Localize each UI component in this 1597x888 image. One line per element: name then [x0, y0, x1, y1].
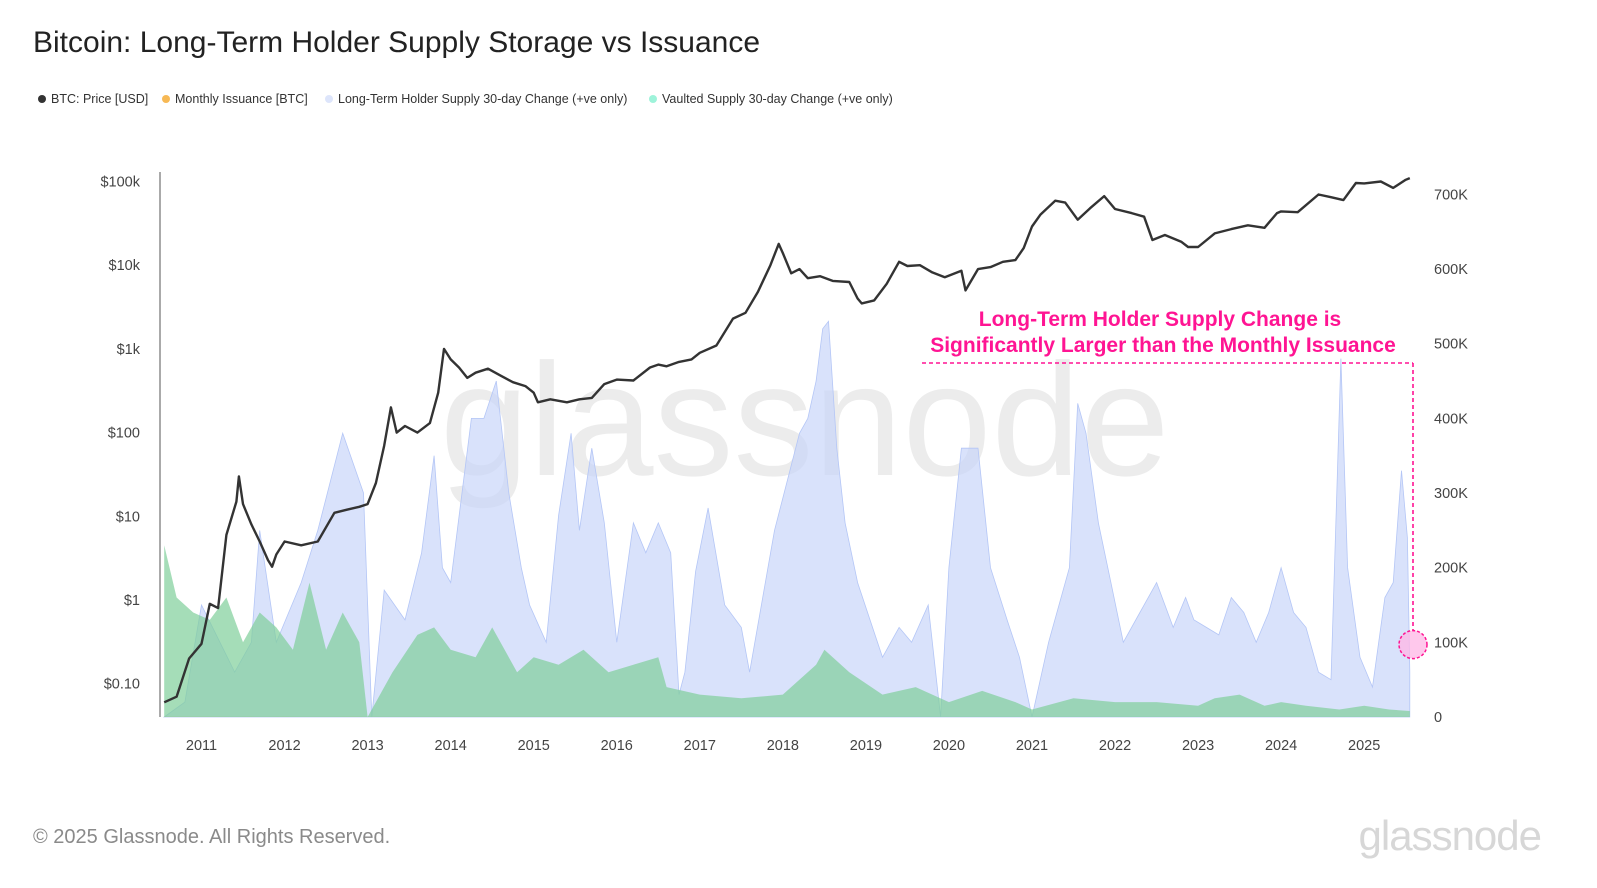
- legend-item-price[interactable]: BTC: Price [USD]: [38, 92, 148, 106]
- legend-item-issuance[interactable]: Monthly Issuance [BTC]: [162, 92, 308, 106]
- y-left-tick-label: $1: [124, 593, 140, 609]
- x-tick-label: 2014: [435, 738, 467, 754]
- y-right-tick-label: 500K: [1434, 337, 1468, 353]
- legend-item-vaulted-change[interactable]: Vaulted Supply 30-day Change (+ve only): [649, 92, 893, 106]
- y-right-tick-label: 0: [1434, 710, 1442, 726]
- y-axis-left: $0.10 $1 $10 $100 $1k $10k $100k: [100, 175, 140, 693]
- legend-dot-price: [38, 94, 46, 103]
- y-right-tick-label: 400K: [1434, 411, 1468, 427]
- y-right-tick-label: 200K: [1434, 561, 1468, 577]
- y-left-tick-label: $1k: [117, 342, 141, 358]
- y-left-tick-label: $10: [116, 509, 140, 525]
- x-tick-label: 2015: [518, 738, 550, 754]
- x-tick-label: 2018: [767, 738, 799, 754]
- x-tick-label: 2022: [1099, 738, 1131, 754]
- chart-title: Bitcoin: Long-Term Holder Supply Storage…: [33, 26, 761, 59]
- y-axis-right: 0 100K 200K 300K 400K 500K 600K 700K: [1434, 187, 1468, 726]
- y-left-tick-label: $0.10: [104, 677, 140, 693]
- x-tick-label: 2021: [1016, 738, 1048, 754]
- price-layer: [163, 176, 1411, 704]
- y-right-tick-label: 700K: [1434, 187, 1468, 203]
- annotation-line-1: Long-Term Holder Supply Change is: [979, 308, 1341, 331]
- x-tick-label: 2013: [351, 738, 383, 754]
- y-left-tick-label: $100: [108, 426, 140, 442]
- annotation-marker: [1398, 629, 1428, 660]
- x-tick-label: 2020: [933, 738, 965, 754]
- x-axis: 2011 2012 2013 2014 2015 2016 2017 2018 2019 2020…: [186, 738, 1380, 754]
- annotation-line-2: Significantly Larger than the Monthly Is…: [930, 334, 1396, 357]
- legend-item-lth-change[interactable]: Long-Term Holder Supply 30-day Change (+…: [325, 92, 627, 106]
- legend-label-price: BTC: Price [USD]: [51, 92, 149, 106]
- y-right-tick-label: 100K: [1434, 635, 1468, 651]
- x-tick-label: 2012: [268, 738, 300, 754]
- x-tick-label: 2011: [186, 738, 217, 754]
- y-left-tick-label: $10k: [109, 258, 141, 274]
- x-tick-label: 2016: [601, 738, 633, 754]
- x-tick-label: 2024: [1265, 738, 1297, 754]
- y-right-tick-label: 600K: [1434, 262, 1468, 278]
- legend-label-lth-change: Long-Term Holder Supply 30-day Change (+…: [338, 92, 628, 106]
- brand-logo-text: glassnode: [1358, 812, 1542, 859]
- area-lth-supply-change: [162, 320, 1411, 718]
- legend-dot-lth-change: [325, 94, 333, 103]
- x-tick-label: 2019: [850, 738, 882, 754]
- price-line: [163, 176, 1411, 704]
- annotation: Long-Term Holder Supply Change is Signif…: [922, 308, 1428, 660]
- x-tick-label: 2025: [1348, 738, 1380, 754]
- area-layers: [162, 320, 1411, 718]
- legend-label-vaulted-change: Vaulted Supply 30-day Change (+ve only): [662, 92, 893, 106]
- copyright-text: © 2025 Glassnode. All Rights Reserved.: [33, 826, 391, 848]
- legend-label-issuance: Monthly Issuance [BTC]: [175, 92, 308, 106]
- y-left-tick-label: $100k: [100, 175, 140, 191]
- y-right-tick-label: 300K: [1434, 486, 1468, 502]
- x-tick-label: 2017: [684, 738, 716, 754]
- legend-dot-issuance: [162, 94, 170, 103]
- legend-dot-vaulted-change: [649, 94, 657, 103]
- area-vaulted-supply-change: [164, 545, 1410, 717]
- x-tick-label: 2023: [1182, 738, 1214, 754]
